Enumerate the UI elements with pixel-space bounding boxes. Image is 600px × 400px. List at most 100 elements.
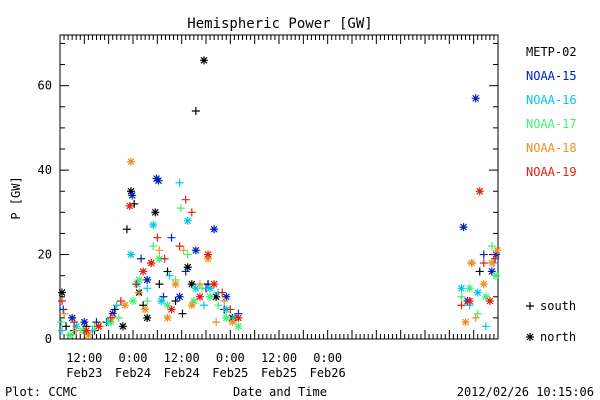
data-point-noaa-17-south <box>57 318 66 327</box>
x-axis-label: Date and Time <box>233 385 327 399</box>
data-point-noaa-17-south <box>197 284 206 293</box>
data-point-noaa-19-south <box>132 280 141 289</box>
data-point-noaa-18-north <box>204 254 213 263</box>
y-tick-label: 60 <box>38 79 52 93</box>
plot-source-label: Plot: CCMC <box>5 385 77 399</box>
legend-entry-noaa-16: NOAA-16 <box>526 93 577 107</box>
data-point-noaa-16-north <box>473 288 482 297</box>
data-point-noaa-16-south <box>165 271 174 280</box>
y-axis-label: P [GW] <box>9 176 23 219</box>
data-point-noaa-19-south <box>116 297 125 305</box>
data-point-metp-02-north <box>199 56 208 65</box>
data-point-noaa-19-north <box>82 326 91 335</box>
x-tick-date-label: Feb26 <box>310 366 346 380</box>
data-point-noaa-19-north <box>485 297 494 305</box>
data-point-noaa-19-south <box>70 318 79 327</box>
data-point-noaa-16-north <box>191 284 200 293</box>
data-point-noaa-18-north <box>84 330 93 339</box>
data-point-metp-02-south <box>171 297 180 305</box>
data-point-noaa-15-north <box>128 191 137 200</box>
data-point-metp-02-north <box>143 313 152 322</box>
data-point-noaa-19-south <box>479 259 488 267</box>
data-point-noaa-15-north <box>108 309 117 318</box>
data-point-metp-02-south <box>191 107 200 115</box>
data-point-noaa-15-north <box>222 292 231 301</box>
data-point-noaa-19-north <box>125 202 134 210</box>
data-point-metp-02-south <box>155 280 164 289</box>
data-point-noaa-17-north <box>206 292 215 301</box>
data-point-noaa-16-south <box>112 301 121 310</box>
data-point-noaa-16-south <box>481 322 490 331</box>
x-tick-date-label: Feb25 <box>212 366 248 380</box>
legend: METP-02 NOAA-15 NOAA-16 NOAA-17 NOAA-18 NOAA-… <box>526 45 577 344</box>
legend-north-label: north <box>540 330 576 344</box>
x-tick-time-label: 12:00 <box>66 351 102 365</box>
data-point-noaa-18-north <box>228 318 237 327</box>
chart-title-text: Hemispheric Power [GW] <box>187 16 372 32</box>
chart-title: Hemispheric Power [GW] <box>187 16 372 32</box>
legend-north-marker <box>526 333 534 341</box>
x-tick-date-label: Feb24 <box>115 366 151 380</box>
data-point-noaa-16-south <box>175 178 184 187</box>
data-point-noaa-18-north <box>171 280 180 289</box>
data-point-noaa-16-north <box>157 297 166 305</box>
data-point-noaa-19-north <box>94 322 103 331</box>
data-point-noaa-18-south <box>60 309 69 318</box>
data-point-metp-02-north <box>126 187 135 196</box>
data-point-noaa-19-south <box>58 297 67 305</box>
data-point-noaa-17-south <box>176 204 185 213</box>
data-point-noaa-19-north <box>204 250 213 259</box>
legend-entry-noaa-15: NOAA-15 <box>526 69 577 83</box>
data-point-noaa-16-north <box>72 322 81 331</box>
data-point-noaa-17-north <box>234 322 243 331</box>
data-point-noaa-17-north <box>106 318 115 327</box>
data-point-noaa-17-south <box>143 297 152 305</box>
data-point-noaa-17-north <box>78 326 87 335</box>
data-point-noaa-18-south <box>135 288 144 297</box>
y-tick-label: 40 <box>38 163 52 177</box>
data-point-noaa-18-south <box>179 246 188 255</box>
legend-south-label: south <box>540 299 576 313</box>
data-point-noaa-19-south <box>153 233 162 242</box>
data-point-noaa-15-north <box>487 267 496 276</box>
x-tick-time-label: 0:00 <box>119 351 148 365</box>
data-point-noaa-19-south <box>160 254 169 263</box>
x-tick-date-label: Feb24 <box>164 366 200 380</box>
data-point-noaa-15-north <box>491 250 500 259</box>
data-point-noaa-15-south <box>181 267 190 276</box>
data-point-noaa-18-north <box>467 259 476 267</box>
data-point-noaa-17-north <box>491 271 500 280</box>
data-point-noaa-15-south <box>137 254 146 263</box>
data-point-noaa-19-north <box>167 305 176 314</box>
data-point-noaa-19-south <box>218 288 227 297</box>
y-tick-label: 20 <box>38 248 52 262</box>
data-point-noaa-16-north <box>206 284 215 293</box>
data-point-noaa-17-south <box>183 250 192 259</box>
data-point-metp-02-north <box>183 263 192 272</box>
data-point-noaa-16-south <box>199 301 208 310</box>
legend-entry-noaa-17: NOAA-17 <box>526 117 577 131</box>
x-tick-date-label: Feb25 <box>261 366 297 380</box>
data-point-noaa-15-north <box>471 94 480 103</box>
data-point-noaa-17-north <box>465 284 474 293</box>
y-axis-ticks: 0 20 40 60 <box>38 42 498 346</box>
data-point-noaa-19-north <box>465 297 474 305</box>
data-point-noaa-18-south <box>220 297 229 305</box>
data-point-noaa-18-south <box>212 318 221 327</box>
data-point-noaa-19-north <box>475 187 484 196</box>
data-point-noaa-16-north <box>230 313 239 322</box>
data-point-noaa-19-south <box>175 242 184 251</box>
x-tick-time-label: 12:00 <box>261 351 297 365</box>
data-point-noaa-17-north <box>155 254 164 263</box>
legend-entry-noaa-18: NOAA-18 <box>526 141 577 155</box>
data-point-noaa-16-north <box>183 216 192 225</box>
data-markers <box>57 56 502 339</box>
data-point-noaa-15-north <box>143 275 152 284</box>
data-point-noaa-18-north <box>141 305 150 314</box>
data-point-noaa-18-south <box>72 326 81 335</box>
data-point-metp-02-south <box>178 309 187 318</box>
data-point-noaa-16-north <box>126 250 135 259</box>
data-point-metp-02-north <box>212 292 221 301</box>
data-point-noaa-17-south <box>473 309 482 318</box>
